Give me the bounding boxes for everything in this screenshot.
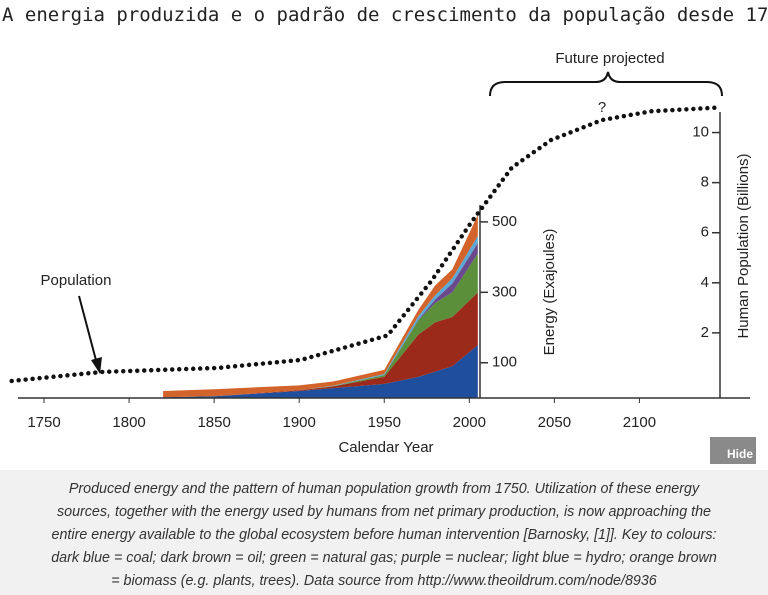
y2-tick-label: 6 (701, 224, 709, 241)
population-line (9, 105, 722, 384)
page-title: A energia produzida e o padrão de cresci… (2, 4, 768, 26)
x-tick-label: 1950 (368, 414, 401, 431)
hide-button[interactable]: Hide (710, 437, 756, 464)
arrow (78, 295, 98, 365)
x-tick-label: 2100 (623, 414, 656, 431)
y2-tick-label: 10 (692, 124, 709, 141)
caption-line: sources, together with the energy used b… (56, 504, 712, 520)
x-tick-label: 1900 (283, 414, 316, 431)
y2-axis-title: Human Population (Billions) (735, 153, 752, 338)
y-tick-label: 500 (492, 213, 517, 230)
x-tick-label: 1850 (197, 414, 230, 431)
x-tick-label: 2050 (538, 414, 571, 431)
arrow-head (91, 357, 102, 374)
x-tick-label: 2000 (453, 414, 486, 431)
population-label: Population (41, 272, 112, 289)
y-tick-label: 300 (492, 283, 517, 300)
annotation: ? (598, 99, 606, 116)
annotation: Future projected (555, 50, 664, 67)
caption-line: Produced energy and the pattern of human… (68, 481, 700, 497)
x-axis-title: Calendar Year (338, 439, 433, 456)
x-tick-label: 1800 (112, 414, 145, 431)
caption-line: = biomass (e.g. plants, trees). Data sou… (111, 573, 657, 589)
y-tick-label: 100 (492, 354, 517, 371)
energy-area (163, 292, 478, 398)
caption-line: dark blue = coal; dark brown = oil; gree… (51, 550, 717, 566)
energy-area (163, 345, 478, 398)
caption-line: entire energy available to the global ec… (51, 527, 717, 543)
y2-tick-label: 2 (701, 324, 709, 341)
y2-tick-label: 4 (701, 274, 709, 291)
y-axis-title: Energy (Exajoules) (541, 229, 558, 356)
future-brace (489, 71, 723, 97)
y2-tick-label: 8 (701, 174, 709, 191)
chart: Future projected ? Population Calendar Y… (9, 50, 752, 456)
x-tick-label: 1750 (27, 414, 60, 431)
caption: Produced energy and the pattern of human… (0, 470, 768, 595)
